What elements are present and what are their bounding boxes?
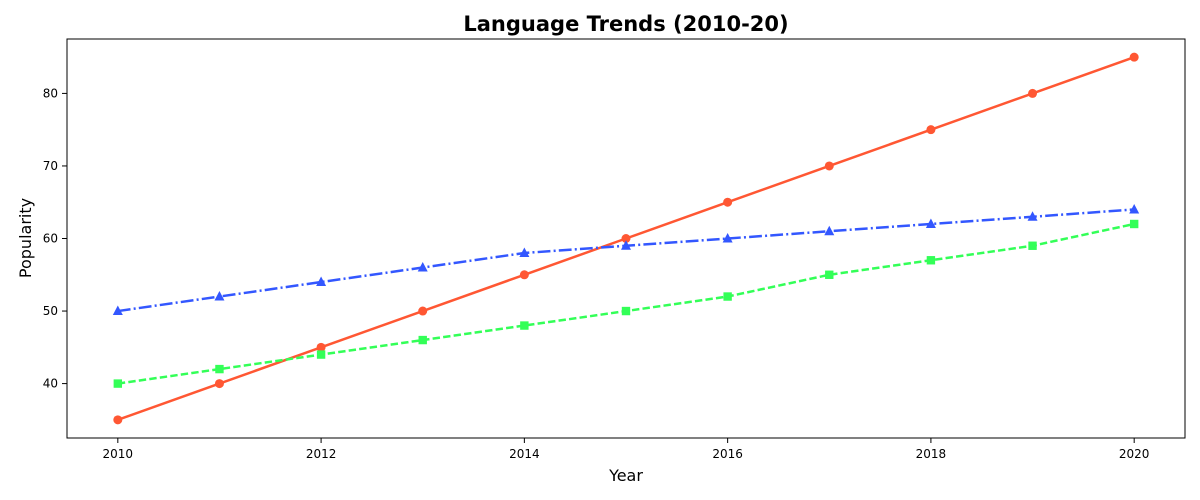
series-1-point-2017 bbox=[824, 161, 834, 171]
y-tick-label-40: 40 bbox=[43, 377, 58, 391]
series-2-point-2018 bbox=[926, 256, 936, 265]
series-3-point-2015 bbox=[621, 240, 631, 250]
x-tick-label-2020: 2020 bbox=[1119, 447, 1150, 461]
series-2-point-2016 bbox=[723, 292, 732, 301]
series-2-point-2013 bbox=[418, 335, 427, 345]
series-2-point-2012 bbox=[316, 350, 326, 359]
x-axis-label: Year bbox=[608, 466, 643, 485]
series-3-point-2019 bbox=[1027, 211, 1038, 221]
x-tick-label-2012: 2012 bbox=[306, 447, 337, 461]
series-1-point-2010 bbox=[113, 415, 123, 425]
series-2-point-2015 bbox=[621, 306, 631, 316]
y-tick-label-50: 50 bbox=[43, 304, 58, 318]
series-3-point-2018 bbox=[925, 218, 936, 228]
x-tick-label-2018: 2018 bbox=[916, 447, 947, 461]
series-3-point-2013 bbox=[417, 262, 428, 272]
x-tick-label-2014: 2014 bbox=[509, 447, 540, 461]
series-2-point-2020 bbox=[1129, 219, 1139, 229]
series-3-point-2016 bbox=[722, 233, 733, 243]
series-2-point-2010 bbox=[113, 379, 123, 388]
series-1-point-2016 bbox=[723, 197, 733, 207]
series-2-point-2014 bbox=[520, 321, 529, 330]
series-3-point-2014 bbox=[519, 247, 530, 258]
x-tick-label-2016: 2016 bbox=[712, 447, 743, 461]
y-axis-label: Popularity bbox=[16, 198, 35, 278]
series-1-point-2019 bbox=[1028, 88, 1038, 98]
chart-title: Language Trends (2010-20) bbox=[463, 12, 788, 36]
series-1-point-2018 bbox=[926, 125, 936, 135]
series-1-point-2014 bbox=[519, 270, 529, 280]
series-1-point-2012 bbox=[316, 342, 326, 352]
series-3-point-2012 bbox=[316, 276, 327, 287]
series-1-point-2020 bbox=[1129, 52, 1139, 62]
y-tick-label-70: 70 bbox=[43, 159, 58, 173]
series-3-point-2011 bbox=[214, 291, 225, 301]
series-1-point-2013 bbox=[418, 306, 428, 316]
series-1-point-2011 bbox=[214, 379, 224, 389]
series-3-point-2020 bbox=[1129, 203, 1140, 214]
y-tick-label-80: 80 bbox=[43, 86, 58, 100]
series-3-point-2017 bbox=[824, 225, 835, 236]
series-2-point-2011 bbox=[215, 364, 224, 374]
plot-area bbox=[112, 52, 1140, 425]
x-tick-label-2010: 2010 bbox=[103, 447, 134, 461]
series-1-point-2015 bbox=[621, 234, 631, 243]
y-tick-label-60: 60 bbox=[43, 232, 58, 246]
series-2-point-2019 bbox=[1028, 241, 1037, 250]
series-3-point-2010 bbox=[112, 305, 123, 316]
axes: 2010 2012 2014 2016 2018 2020 40 50 60 70 80 bbox=[43, 38, 1186, 461]
series-2-point-2017 bbox=[825, 270, 834, 279]
